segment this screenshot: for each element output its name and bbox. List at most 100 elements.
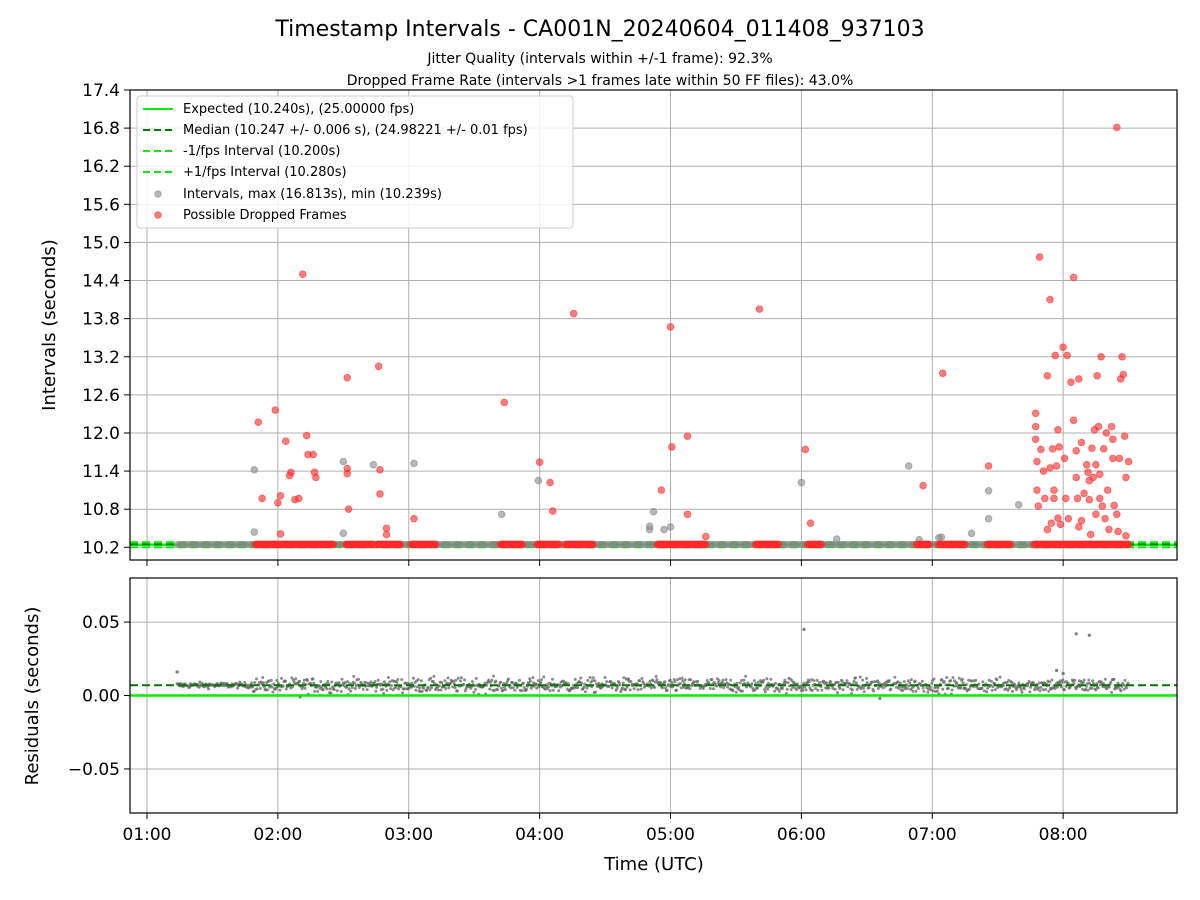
residual-point: [1062, 688, 1066, 692]
dropped-frame-point: [1050, 494, 1058, 503]
intervals-y-tick-label: 11.4: [82, 462, 120, 482]
residual-point: [453, 686, 457, 690]
residual-point: [817, 680, 821, 684]
residual-point: [689, 678, 693, 682]
residual-point: [807, 680, 811, 684]
residual-point: [470, 680, 474, 684]
residual-point: [998, 675, 1002, 679]
residual-point: [1123, 678, 1127, 682]
residual-point: [497, 684, 501, 688]
residual-point: [1091, 679, 1095, 683]
residual-point: [352, 674, 356, 678]
residual-point: [605, 680, 609, 684]
residual-point: [353, 681, 357, 685]
dropped-frame-point: [817, 540, 826, 549]
dropped-frame-point: [1069, 273, 1078, 282]
residual-point: [769, 677, 773, 681]
dropped-frame-point: [683, 510, 692, 519]
residual-point: [283, 679, 287, 683]
dropped-frame-point: [1107, 422, 1116, 431]
residual-point: [1086, 688, 1090, 692]
residual-point: [503, 688, 507, 692]
dropped-frame-point: [1051, 351, 1060, 360]
dropped-frame-point: [1084, 468, 1092, 477]
residual-point: [511, 686, 515, 690]
residual-point: [755, 686, 759, 690]
residuals-x-ticks: 01:00 02:00 03:00 04:00 05:00 06:00 07:00 08:00: [123, 813, 1088, 845]
residual-point: [862, 690, 866, 694]
residual-point: [786, 680, 790, 684]
residual-point: [420, 689, 424, 693]
residual-point: [321, 688, 325, 692]
residual-point: [459, 679, 463, 683]
residual-point: [305, 679, 309, 683]
residual-point: [672, 677, 676, 681]
residual-point: [802, 627, 806, 632]
residual-point: [756, 680, 760, 684]
dropped-frame-point: [1077, 516, 1086, 525]
dropped-frame-point: [1054, 425, 1062, 434]
residual-point: [692, 680, 696, 684]
residual-point: [865, 676, 869, 680]
interval-point: [984, 514, 993, 523]
dropped-frame-point: [1046, 464, 1054, 472]
residual-point: [257, 683, 261, 687]
residual-point: [509, 686, 513, 690]
legend-dropped-label: Possible Dropped Frames: [183, 208, 347, 223]
residuals-y-tick-label: 0.05: [82, 613, 120, 633]
dropped-frame-point: [1035, 253, 1044, 261]
residual-point: [418, 686, 422, 690]
residual-point: [1048, 680, 1052, 684]
residual-point: [298, 679, 302, 683]
residual-point: [931, 689, 935, 693]
residual-point: [724, 678, 728, 682]
residual-point: [490, 678, 494, 682]
residual-point: [625, 685, 629, 689]
residual-point: [773, 681, 777, 685]
residual-point: [594, 690, 598, 694]
interval-point: [649, 507, 658, 516]
residual-point: [1007, 679, 1011, 683]
residual-point: [250, 681, 254, 685]
x-tick-label: 01:00: [123, 825, 172, 845]
dropped-frame-point: [1063, 351, 1071, 360]
residual-point: [894, 685, 898, 689]
dropped-frame-point: [1093, 372, 1101, 380]
residual-point: [302, 681, 306, 685]
residual-point: [858, 675, 862, 679]
residual-point: [659, 681, 663, 685]
residual-point: [1094, 688, 1098, 692]
residual-point: [483, 681, 487, 685]
residual-point: [942, 680, 946, 684]
residual-point: [777, 689, 781, 693]
x-axis-label: Time (UTC): [603, 854, 704, 875]
residual-point: [908, 681, 912, 685]
residual-point: [437, 688, 441, 692]
residual-point: [854, 676, 858, 680]
residual-point: [961, 681, 965, 685]
dropped-frame-point: [343, 469, 352, 478]
residual-point: [382, 691, 386, 695]
residual-point: [654, 674, 658, 678]
dropped-frame-point: [254, 418, 263, 426]
residuals-reference-lines: [130, 684, 1177, 697]
residual-point: [850, 688, 854, 692]
intervals-legend: Expected (10.240s), (25.00000 fps) Media…: [136, 95, 574, 229]
residual-point: [655, 678, 659, 682]
residual-point: [640, 676, 644, 680]
residual-point: [1015, 688, 1019, 692]
residual-point: [411, 676, 415, 680]
dropped-frame-point: [382, 530, 391, 539]
dropped-frame-point: [1034, 502, 1043, 510]
intervals-y-tick-label: 12.0: [82, 424, 120, 444]
residual-point: [444, 687, 448, 691]
residual-point: [535, 686, 539, 690]
residual-point: [303, 686, 307, 690]
residuals-y-ticks: 0.05 0.00 −0.05: [68, 613, 130, 780]
residual-point: [316, 689, 320, 693]
residual-point: [930, 681, 934, 685]
residual-point: [1109, 680, 1113, 684]
residual-point: [1041, 688, 1045, 692]
residual-point: [1090, 686, 1094, 690]
